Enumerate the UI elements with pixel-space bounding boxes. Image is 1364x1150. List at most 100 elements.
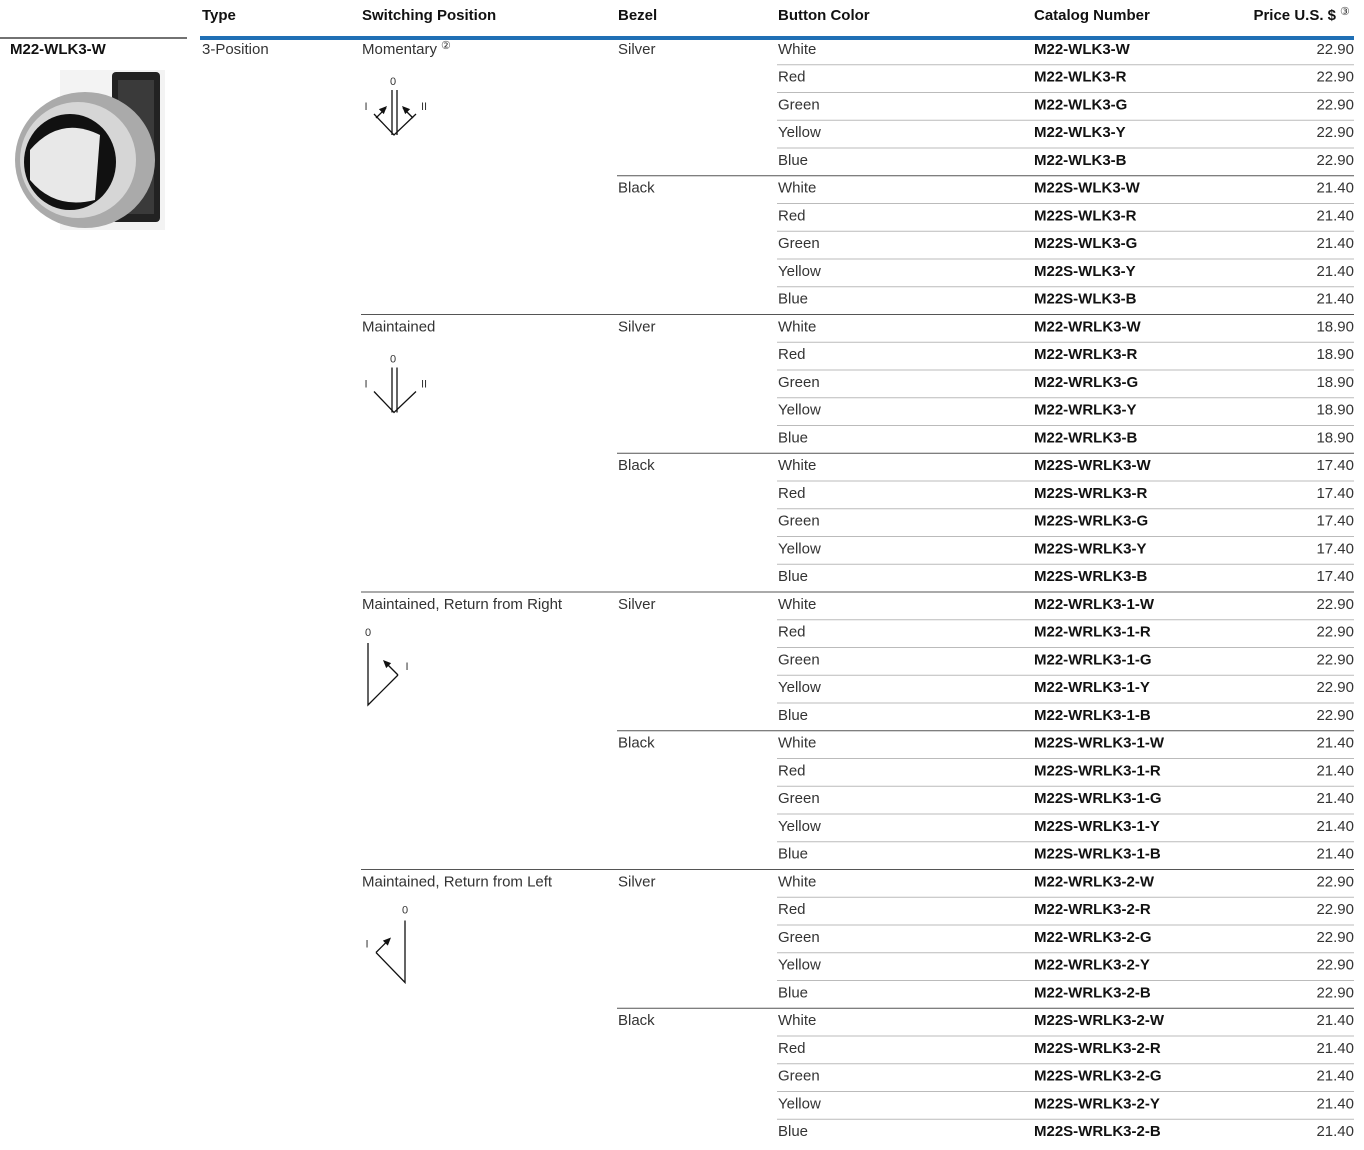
button-color: White: [778, 457, 816, 474]
switching-diagram: 0I II: [364, 353, 427, 414]
price: 18.90: [1316, 402, 1354, 419]
catalog-number: M22S-WLK3-B: [1034, 291, 1137, 308]
diagram-line: [373, 113, 417, 136]
button-color: Blue: [778, 984, 808, 1001]
price: 22.90: [1316, 873, 1354, 890]
catalog-number: M22S-WLK3-W: [1034, 180, 1141, 197]
catalog-number: M22S-WRLK3-1-G: [1034, 790, 1162, 807]
price: 22.90: [1316, 929, 1354, 946]
catalog-number: M22-WRLK3-G: [1034, 374, 1138, 391]
price: 22.90: [1316, 651, 1354, 668]
price: 22.90: [1316, 41, 1354, 58]
catalog-number: M22S-WRLK3-2-R: [1034, 1040, 1161, 1057]
price: 21.40: [1316, 735, 1354, 752]
button-color: Red: [778, 762, 806, 779]
price: 21.40: [1316, 1040, 1354, 1057]
catalog-number: M22S-WRLK3-1-B: [1034, 846, 1161, 863]
button-color: Blue: [778, 568, 808, 585]
catalog-number: M22S-WRLK3-2-G: [1034, 1068, 1162, 1085]
bezel: Silver: [618, 873, 656, 890]
price: 18.90: [1316, 429, 1354, 446]
button-color: Green: [778, 374, 820, 391]
diagram-label: II: [421, 378, 427, 390]
price: 21.40: [1316, 762, 1354, 779]
diagram-arrow: [382, 937, 391, 946]
catalog-number: M22-WRLK3-1-B: [1034, 707, 1151, 724]
bezel: Black: [618, 1012, 655, 1029]
catalog-number: M22-WLK3-Y: [1034, 124, 1126, 141]
price: 17.40: [1316, 568, 1354, 585]
button-color: Green: [778, 790, 820, 807]
catalog-number: M22-WRLK3-B: [1034, 429, 1137, 446]
diagram-label: I: [364, 101, 367, 113]
catalog-number: M22-WLK3-G: [1034, 96, 1127, 113]
price: 18.90: [1316, 318, 1354, 335]
button-color: Green: [778, 651, 820, 668]
catalog-number: M22S-WRLK3-Y: [1034, 540, 1147, 557]
button-color: Red: [778, 901, 806, 918]
catalog-number: M22-WLK3-R: [1034, 69, 1127, 86]
button-color: White: [778, 873, 816, 890]
button-color: Blue: [778, 707, 808, 724]
price: 21.40: [1316, 180, 1354, 197]
price: 21.40: [1316, 263, 1354, 280]
catalog-number: M22S-WRLK3-1-Y: [1034, 818, 1160, 835]
price: 21.40: [1316, 846, 1354, 863]
price: 17.40: [1316, 540, 1354, 557]
button-color: White: [778, 596, 816, 613]
type-cell: 3-Position: [202, 41, 269, 58]
button-color: Red: [778, 485, 806, 502]
button-color: White: [778, 1012, 816, 1029]
column-header: Price U.S. $: [1253, 7, 1336, 24]
button-color: Yellow: [778, 263, 821, 280]
button-color: White: [778, 180, 816, 197]
price: 21.40: [1316, 1012, 1354, 1029]
product-label: M22-WLK3-W: [10, 41, 107, 58]
button-color: Green: [778, 513, 820, 530]
button-color: Yellow: [778, 957, 821, 974]
price: 22.90: [1316, 679, 1354, 696]
diagram-label: 0: [365, 627, 371, 639]
price: 22.90: [1316, 624, 1354, 641]
price: 21.40: [1316, 291, 1354, 308]
catalog-number: M22-WRLK3-W: [1034, 318, 1141, 335]
position-text: Maintained, Return from Right: [362, 596, 563, 613]
price: 22.90: [1316, 596, 1354, 613]
catalog-number: M22-WLK3-W: [1034, 41, 1131, 58]
button-color: Yellow: [778, 124, 821, 141]
diagram-label: I: [405, 661, 408, 673]
bezel: Black: [618, 735, 655, 752]
catalog-number: M22-WRLK3-1-G: [1034, 651, 1152, 668]
column-header: Bezel: [618, 7, 657, 24]
bezel: Silver: [618, 318, 656, 335]
button-color: Red: [778, 624, 806, 641]
price: 22.90: [1316, 152, 1354, 169]
price-note: ③: [1340, 6, 1350, 18]
button-color: Green: [778, 235, 820, 252]
button-color: Yellow: [778, 540, 821, 557]
button-color: Blue: [778, 152, 808, 169]
bezel: Silver: [618, 41, 656, 58]
diagram-label: I: [365, 938, 368, 950]
switching-position: Maintained: [362, 318, 435, 335]
button-color: Blue: [778, 291, 808, 308]
position-text: Maintained, Return from Left: [362, 873, 553, 890]
price: 21.40: [1316, 1095, 1354, 1112]
switching-diagram: 0I: [365, 627, 409, 707]
bezel: Black: [618, 457, 655, 474]
button-color: Yellow: [778, 818, 821, 835]
button-color: Green: [778, 96, 820, 113]
position-note: ②: [441, 40, 451, 52]
price: 17.40: [1316, 457, 1354, 474]
diagram-label: II: [421, 101, 427, 113]
diagram-line: [386, 663, 399, 676]
price: 17.40: [1316, 485, 1354, 502]
switching-position: Maintained, Return from Left: [362, 873, 553, 890]
catalog-number: M22-WRLK3-1-R: [1034, 624, 1151, 641]
button-color: Blue: [778, 1123, 808, 1140]
price: 21.40: [1316, 1068, 1354, 1085]
catalog-number: M22-WRLK3-2-R: [1034, 901, 1151, 918]
catalog-number: M22S-WRLK3-1-W: [1034, 735, 1165, 752]
catalog-number: M22S-WRLK3-2-W: [1034, 1012, 1165, 1029]
